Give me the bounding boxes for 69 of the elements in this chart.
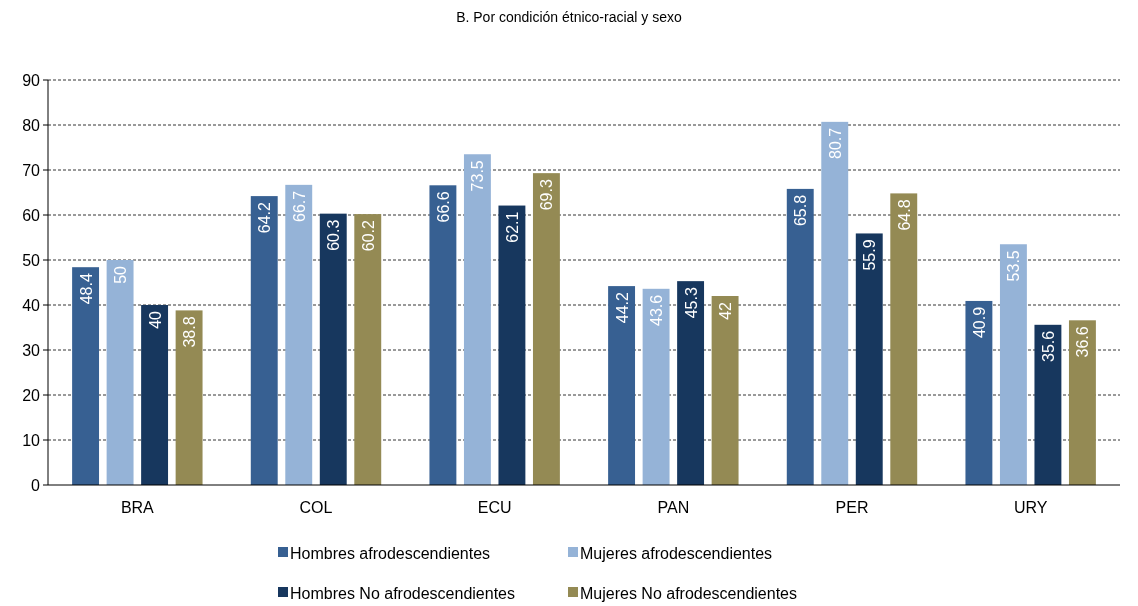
data-label: 66.6 [434, 191, 452, 223]
x-tick-label: BRA [120, 499, 155, 516]
bar [711, 296, 739, 485]
y-tick-label: 40 [22, 296, 41, 314]
y-tick-label: 0 [31, 476, 41, 494]
data-label: 50 [112, 265, 130, 284]
bar [532, 173, 560, 485]
bar [608, 286, 636, 485]
bar [677, 281, 705, 485]
data-label: 73.5 [469, 160, 487, 192]
data-label: 48.4 [77, 273, 95, 305]
bar [498, 205, 526, 485]
data-label: 36.6 [1074, 326, 1092, 358]
data-label: 55.9 [861, 239, 879, 271]
legend-label: Mujeres No afrodescendientes [580, 584, 798, 602]
chart-title: B. Por condición étnico-racial y sexo [456, 9, 683, 25]
y-tick-label: 10 [22, 431, 41, 449]
x-tick-label: URY [1013, 499, 1048, 516]
bar [642, 288, 670, 485]
bar [1034, 324, 1062, 485]
legend-label: Mujeres afrodescendientes [580, 544, 773, 562]
data-label: 64.8 [895, 199, 913, 231]
data-label: 60.3 [325, 219, 343, 251]
bar [319, 213, 347, 485]
bar [999, 244, 1027, 485]
y-tick-label: 70 [22, 161, 41, 179]
bar [141, 305, 169, 485]
y-tick-label: 60 [22, 206, 41, 224]
bar [855, 233, 883, 485]
y-tick-label: 30 [22, 341, 41, 359]
bar [429, 185, 457, 485]
data-label: 35.6 [1039, 330, 1057, 362]
legend-label: Hombres afrodescendientes [290, 544, 491, 562]
x-tick-label: COL [299, 499, 333, 516]
bar [106, 260, 134, 485]
bar [72, 267, 100, 485]
bar [463, 154, 491, 485]
data-label: 40.9 [970, 306, 988, 339]
data-label: 60.2 [359, 220, 377, 252]
x-tick-label: PAN [657, 499, 690, 516]
bar [250, 196, 278, 485]
data-label: 45.3 [682, 287, 700, 319]
data-label: 38.8 [181, 316, 199, 348]
data-label: 66.7 [290, 190, 308, 222]
legend-label: Hombres No afrodescendientes [290, 584, 516, 602]
y-tick-label: 20 [22, 386, 41, 404]
y-tick-label: 50 [22, 251, 41, 269]
bar [821, 121, 849, 485]
bar [890, 193, 918, 485]
bar [354, 214, 382, 485]
x-tick-label: PER [835, 499, 869, 516]
data-label: 42 [717, 301, 735, 320]
bar [175, 310, 203, 485]
data-label: 64.2 [256, 202, 274, 234]
data-label: 44.2 [613, 292, 631, 324]
bar [965, 300, 993, 485]
y-tick-label: 90 [22, 71, 41, 89]
data-label: 69.3 [538, 179, 556, 211]
bar [786, 188, 814, 485]
bar [285, 184, 313, 485]
y-tick-label: 80 [22, 116, 41, 134]
x-tick-label: ECU [477, 499, 512, 516]
data-label: 65.8 [792, 194, 810, 227]
bar [1068, 320, 1096, 485]
data-label: 40 [146, 310, 164, 329]
data-label: 80.7 [826, 127, 844, 159]
data-label: 62.1 [503, 211, 521, 243]
data-label: 43.6 [648, 294, 666, 326]
data-label: 53.5 [1005, 250, 1023, 282]
